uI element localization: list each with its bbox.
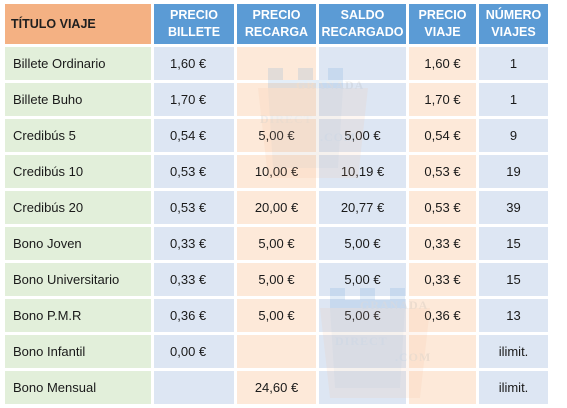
cell-precio-viaje [409,371,476,404]
cell-precio-viaje: 0,33 € [409,263,476,296]
cell-numero-viajes: 39 [479,191,548,224]
cell-titulo-viaje: Credibús 10 [5,155,151,188]
cell-saldo-recargado: 5,00 € [319,119,406,152]
cell-precio-recarga: 5,00 € [237,119,316,152]
cell-saldo-recargado: 5,00 € [319,299,406,332]
table-row: Bono Universitario 0,33 €5,00 €5,00 €0,33… [5,263,548,296]
cell-precio-viaje: 0,53 € [409,155,476,188]
cell-numero-viajes: 1 [479,47,548,80]
cell-titulo-viaje: Bono Mensual [5,371,151,404]
cell-saldo-recargado: 20,77 € [319,191,406,224]
cell-saldo-recargado [319,83,406,116]
cell-titulo-viaje: Bono Infantil [5,335,151,368]
table-row: Billete Ordinario 1,60 €1,60 €1 [5,47,548,80]
fare-table-container: TÍTULO VIAJE PRECIO BILLETE PRECIO RECARGA… [2,1,551,407]
cell-precio-billete: 0,53 € [154,191,234,224]
cell-precio-recarga [237,83,316,116]
cell-precio-recarga: 5,00 € [237,263,316,296]
header-titulo-label: TÍTULO VIAJE [11,16,96,31]
cell-precio-billete: 0,33 € [154,227,234,260]
header-precio-viaje: PRECIO VIAJE [409,4,476,44]
cell-precio-billete: 0,54 € [154,119,234,152]
cell-numero-viajes: 19 [479,155,548,188]
cell-titulo-viaje: Credibús 20 [5,191,151,224]
cell-precio-recarga: 20,00 € [237,191,316,224]
cell-precio-viaje: 0,53 € [409,191,476,224]
cell-precio-recarga: 5,00 € [237,227,316,260]
header-numero-viajes: NÚMERO VIAJES [479,4,548,44]
cell-precio-recarga: 5,00 € [237,299,316,332]
cell-saldo-recargado [319,335,406,368]
table-row: Bono Mensual 24,60 € ilimit. [5,371,548,404]
table-row: Billete Buho 1,70 €1,70 €1 [5,83,548,116]
fare-table-body: Billete Ordinario 1,60 €1,60 €1 Billete B… [5,47,548,404]
cell-saldo-recargado: 5,00 € [319,263,406,296]
cell-titulo-viaje: Billete Buho [5,83,151,116]
cell-titulo-viaje: Billete Ordinario [5,47,151,80]
table-row: Bono Joven 0,33 €5,00 €5,00 €0,33 €15 [5,227,548,260]
header-precio-recarga: PRECIO RECARGA [237,4,316,44]
header-line: PRECIO [170,8,218,22]
cell-numero-viajes: 15 [479,227,548,260]
cell-precio-recarga [237,47,316,80]
cell-precio-recarga [237,335,316,368]
cell-precio-viaje: 1,70 € [409,83,476,116]
cell-titulo-viaje: Bono Joven [5,227,151,260]
cell-precio-billete: 0,00 € [154,335,234,368]
header-line: SALDO [340,8,385,22]
cell-numero-viajes: ilimit. [479,371,548,404]
cell-precio-billete: 0,53 € [154,155,234,188]
cell-titulo-viaje: Bono Universitario [5,263,151,296]
cell-numero-viajes: 15 [479,263,548,296]
header-line: VIAJES [491,25,536,39]
cell-saldo-recargado: 10,19 € [319,155,406,188]
table-row: Bono Infantil 0,00 € ilimit. [5,335,548,368]
table-row: Credibús 20 0,53 €20,00 €20,77 €0,53 €39 [5,191,548,224]
cell-precio-billete: 0,36 € [154,299,234,332]
header-line: PRECIO [418,8,467,22]
cell-precio-billete: 0,33 € [154,263,234,296]
cell-saldo-recargado: 5,00 € [319,227,406,260]
cell-titulo-viaje: Bono P.M.R [5,299,151,332]
header-line: NÚMERO [485,8,542,22]
table-row: Bono P.M.R 0,36 €5,00 €5,00 €0,36 €13 [5,299,548,332]
header-saldo-recargado: SALDO RECARGADO [319,4,406,44]
header-precio-billete: PRECIO BILLETE [154,4,234,44]
cell-saldo-recargado [319,371,406,404]
cell-titulo-viaje: Credibús 5 [5,119,151,152]
header-line: PRECIO [252,8,301,22]
cell-numero-viajes: 1 [479,83,548,116]
cell-precio-viaje: 0,33 € [409,227,476,260]
cell-precio-billete: 1,60 € [154,47,234,80]
header-titulo-viaje: TÍTULO VIAJE [5,4,151,44]
table-row: Credibús 5 0,54 €5,00 €5,00 €0,54 €9 [5,119,548,152]
header-line: VIAJE [424,25,461,39]
cell-precio-billete: 1,70 € [154,83,234,116]
cell-numero-viajes: 9 [479,119,548,152]
header-row: TÍTULO VIAJE PRECIO BILLETE PRECIO RECARGA… [5,4,548,44]
table-row: Credibús 10 0,53 €10,00 €10,19 €0,53 €19 [5,155,548,188]
cell-precio-viaje: 0,54 € [409,119,476,152]
cell-precio-viaje [409,335,476,368]
cell-precio-recarga: 10,00 € [237,155,316,188]
cell-precio-viaje: 0,36 € [409,299,476,332]
header-line: BILLETE [167,25,221,39]
cell-saldo-recargado [319,47,406,80]
cell-numero-viajes: ilimit. [479,335,548,368]
cell-precio-viaje: 1,60 € [409,47,476,80]
fare-table: TÍTULO VIAJE PRECIO BILLETE PRECIO RECARGA… [2,1,551,407]
header-line: RECARGA [244,25,309,39]
header-line: RECARGADO [321,25,404,39]
cell-numero-viajes: 13 [479,299,548,332]
cell-precio-recarga: 24,60 € [237,371,316,404]
cell-precio-billete [154,371,234,404]
